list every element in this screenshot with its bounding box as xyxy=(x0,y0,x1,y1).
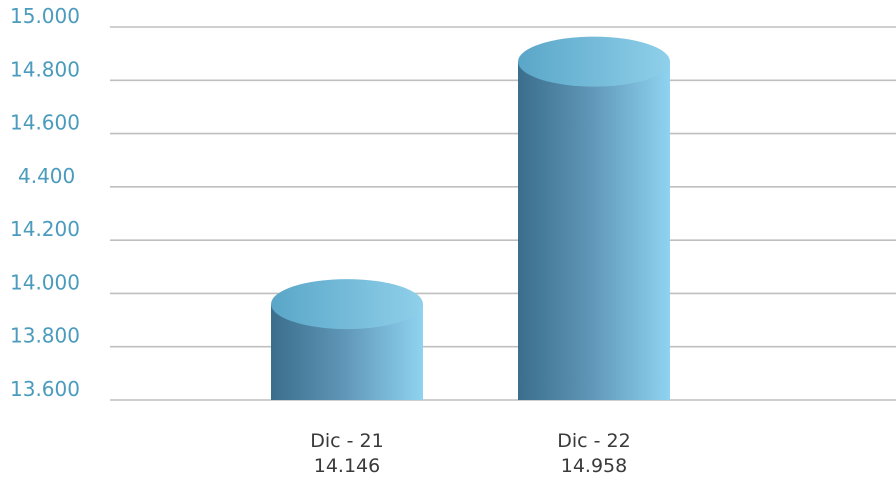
y-axis-ticks: 13.600 13.800 14.000 14.200 4.400 14.600 14.80… xyxy=(10,4,80,401)
bars xyxy=(271,36,670,401)
y-tick-label: 13.800 xyxy=(10,324,80,348)
x-category-label: Dic - 21 xyxy=(310,430,383,452)
y-tick-label: 14.600 xyxy=(10,111,80,135)
bar-1 xyxy=(271,279,423,400)
bar-body xyxy=(518,61,670,401)
bar-value-label: 14.146 xyxy=(314,455,380,477)
bar-top xyxy=(518,36,670,87)
bar-value-label: 14.958 xyxy=(561,455,627,477)
y-tick-label: 4.400 xyxy=(18,164,75,188)
y-tick-label: 14.000 xyxy=(10,270,80,294)
y-tick-label: 14.800 xyxy=(10,57,80,81)
bar-body xyxy=(271,304,423,400)
y-tick-label: 13.600 xyxy=(10,377,80,401)
y-tick-label: 14.200 xyxy=(10,217,80,241)
x-category-label: Dic - 22 xyxy=(557,430,630,452)
bar-2 xyxy=(518,36,670,401)
x-axis-labels: Dic - 21 14.146 Dic - 22 14.958 xyxy=(310,430,630,477)
y-tick-label: 15.000 xyxy=(10,4,80,28)
bar-top xyxy=(271,279,423,330)
gridlines xyxy=(110,26,896,401)
